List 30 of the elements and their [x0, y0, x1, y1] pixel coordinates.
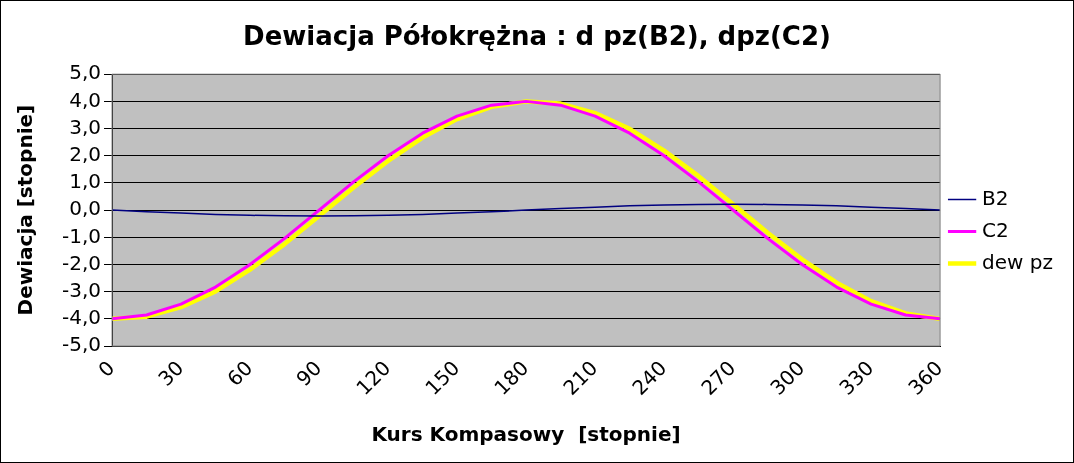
x-axis-title: Kurs Kompasowy [stopnie] [371, 422, 681, 447]
x-tick-label: 30 [153, 355, 189, 391]
x-tick-label: 90 [291, 355, 327, 391]
y-tick-label: 0,0 [69, 196, 102, 221]
x-tick-label: 150 [420, 355, 465, 400]
x-tick-label: 120 [351, 355, 396, 400]
x-tick-label: 60 [222, 355, 258, 391]
y-tick-label: -5,0 [61, 332, 102, 357]
x-tick-label: 0 [93, 355, 120, 382]
y-tick-label: 4,0 [69, 87, 102, 112]
x-tick-label: 360 [903, 355, 948, 400]
x-tick-label: 300 [765, 355, 810, 400]
x-tick-label: 330 [834, 355, 879, 400]
y-tick-label: 5,0 [69, 60, 102, 85]
x-tick-label: 270 [696, 355, 741, 400]
x-tick-label: 210 [558, 355, 603, 400]
y-tick-label: -4,0 [61, 305, 102, 330]
x-tick-label: 240 [627, 355, 672, 400]
chart-title: Dewiacja Półokrężna : d pz(B2), dpz(C2) [243, 21, 831, 52]
y-tick-label: -2,0 [61, 250, 102, 275]
y-tick-label: 3,0 [69, 114, 102, 139]
legend-label: dew pz [982, 249, 1054, 274]
y-tick-label: 2,0 [69, 141, 102, 166]
y-tick-label: -1,0 [61, 223, 102, 248]
x-tick-label: 180 [489, 355, 534, 400]
y-tick-label: 1,0 [69, 169, 102, 194]
y-axis-title: Dewiacja [stopnie] [13, 104, 38, 316]
y-tick-label: -3,0 [61, 277, 102, 302]
legend-label: B2 [982, 185, 1009, 210]
legend-label: C2 [982, 217, 1009, 242]
